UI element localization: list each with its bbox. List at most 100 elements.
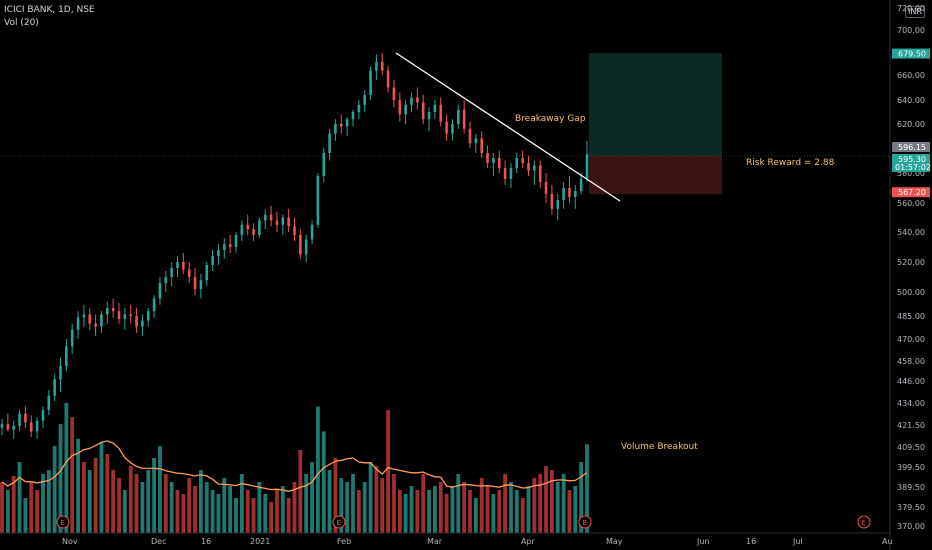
candle: [538, 160, 542, 188]
volume-bar: [146, 470, 151, 533]
candle: [135, 308, 138, 333]
candle: [497, 150, 501, 173]
earnings-marker-3[interactable]: E: [578, 515, 592, 529]
candle: [357, 100, 361, 120]
annotation-breakaway-gap[interactable]: Breakaway Gap: [515, 114, 586, 124]
earnings-marker-2[interactable]: E: [332, 515, 346, 529]
candle: [59, 357, 62, 392]
candle: [480, 131, 483, 158]
candle: [492, 153, 495, 176]
volume-bar: [52, 446, 57, 533]
candle: [457, 104, 460, 129]
candle: [363, 90, 366, 112]
volume-bar: [105, 454, 110, 533]
volume-bar: [520, 498, 525, 533]
volume-bars: [0, 403, 589, 533]
price-tick-label: 434.00: [897, 399, 925, 408]
volume-bar: [99, 442, 104, 533]
annotation-volume-breakout[interactable]: Volume Breakout: [621, 442, 698, 452]
volume-bar: [29, 482, 34, 533]
candle: [141, 314, 144, 336]
volume-bar: [17, 462, 22, 533]
volume-bar: [327, 470, 332, 533]
candle: [416, 87, 419, 110]
candle: [515, 153, 519, 173]
time-axis[interactable]: Nov Dec 16 2021 Feb Mar Apr May Jun 16 Jul Au: [62, 537, 893, 546]
candle: [223, 238, 226, 259]
volume-bar: [275, 490, 279, 533]
candle: [76, 311, 80, 339]
candle: [375, 54, 378, 80]
profit-zone[interactable]: [589, 53, 722, 156]
candle: [316, 173, 320, 228]
candle: [65, 339, 68, 371]
candle: [474, 133, 478, 153]
time-tick-label: 16: [201, 537, 211, 546]
candle: [451, 119, 454, 141]
loss-zone[interactable]: [589, 156, 722, 194]
candle: [386, 66, 390, 93]
volume-bar: [585, 444, 589, 533]
volume-indicator-label[interactable]: Vol (20): [4, 18, 39, 28]
volume-bar: [46, 470, 51, 533]
volume-moving-average: [1, 440, 588, 492]
volume-bar: [93, 458, 98, 533]
candle: [111, 298, 115, 318]
volume-bar: [0, 482, 4, 533]
price-tick-label: 399.50: [897, 463, 925, 472]
earnings-marker-1[interactable]: E: [56, 515, 70, 529]
candle: [117, 303, 121, 324]
candle: [228, 235, 232, 253]
time-tick-label: Jun: [696, 537, 710, 546]
candle: [164, 271, 168, 292]
trendline[interactable]: [395, 52, 621, 202]
volume-bar: [204, 482, 209, 533]
price-tick-label: 421.50: [897, 421, 925, 430]
volume-bar: [169, 482, 174, 533]
volume-bar: [491, 494, 496, 533]
candle: [269, 205, 273, 227]
volume-bar: [280, 486, 285, 533]
volume-bar: [76, 438, 80, 533]
price-tag[interactable]: 679.50: [892, 48, 930, 59]
price-axis[interactable]: 720.00700.00680.00660.00640.00620.00600.…: [897, 4, 925, 531]
volume-bar: [257, 482, 262, 533]
annotation-risk-reward[interactable]: Risk Reward = 2.88: [746, 158, 835, 168]
candle: [199, 274, 203, 299]
candle: [544, 173, 548, 203]
time-tick-label: Au: [882, 537, 893, 546]
price-tag[interactable]: 596.15: [892, 142, 930, 152]
svg-text:E: E: [61, 519, 65, 527]
price-tick-label: 409.50: [897, 443, 925, 452]
price-tag[interactable]: 567.20: [892, 187, 930, 198]
volume-bar: [228, 486, 233, 533]
candle: [246, 214, 249, 235]
price-tick-label: 700.00: [897, 26, 925, 35]
candle: [503, 160, 507, 185]
price-tick-label: 470.00: [897, 335, 925, 344]
candle: [29, 415, 33, 437]
volume-bar: [514, 490, 519, 533]
earnings-marker-4[interactable]: E: [857, 515, 871, 529]
candlesticks: [0, 53, 589, 439]
volume-bar: [555, 482, 560, 533]
volume-bar: [117, 478, 121, 533]
volume-bar: [450, 486, 455, 533]
candle: [468, 121, 472, 148]
candle: [158, 277, 162, 305]
symbol-title[interactable]: ICICI BANK, 1D, NSE: [4, 5, 95, 15]
volume-bar: [468, 490, 472, 533]
price-tick-label: 485.00: [897, 312, 925, 321]
volume-bar: [479, 478, 484, 533]
candle: [433, 100, 437, 120]
candle: [193, 268, 197, 296]
candle: [410, 92, 413, 112]
time-tick-label: 2021: [250, 537, 270, 546]
volume-bar: [386, 410, 390, 533]
volume-bar: [181, 494, 186, 533]
candle: [24, 406, 27, 428]
currency-badge[interactable]: INR: [905, 6, 925, 18]
